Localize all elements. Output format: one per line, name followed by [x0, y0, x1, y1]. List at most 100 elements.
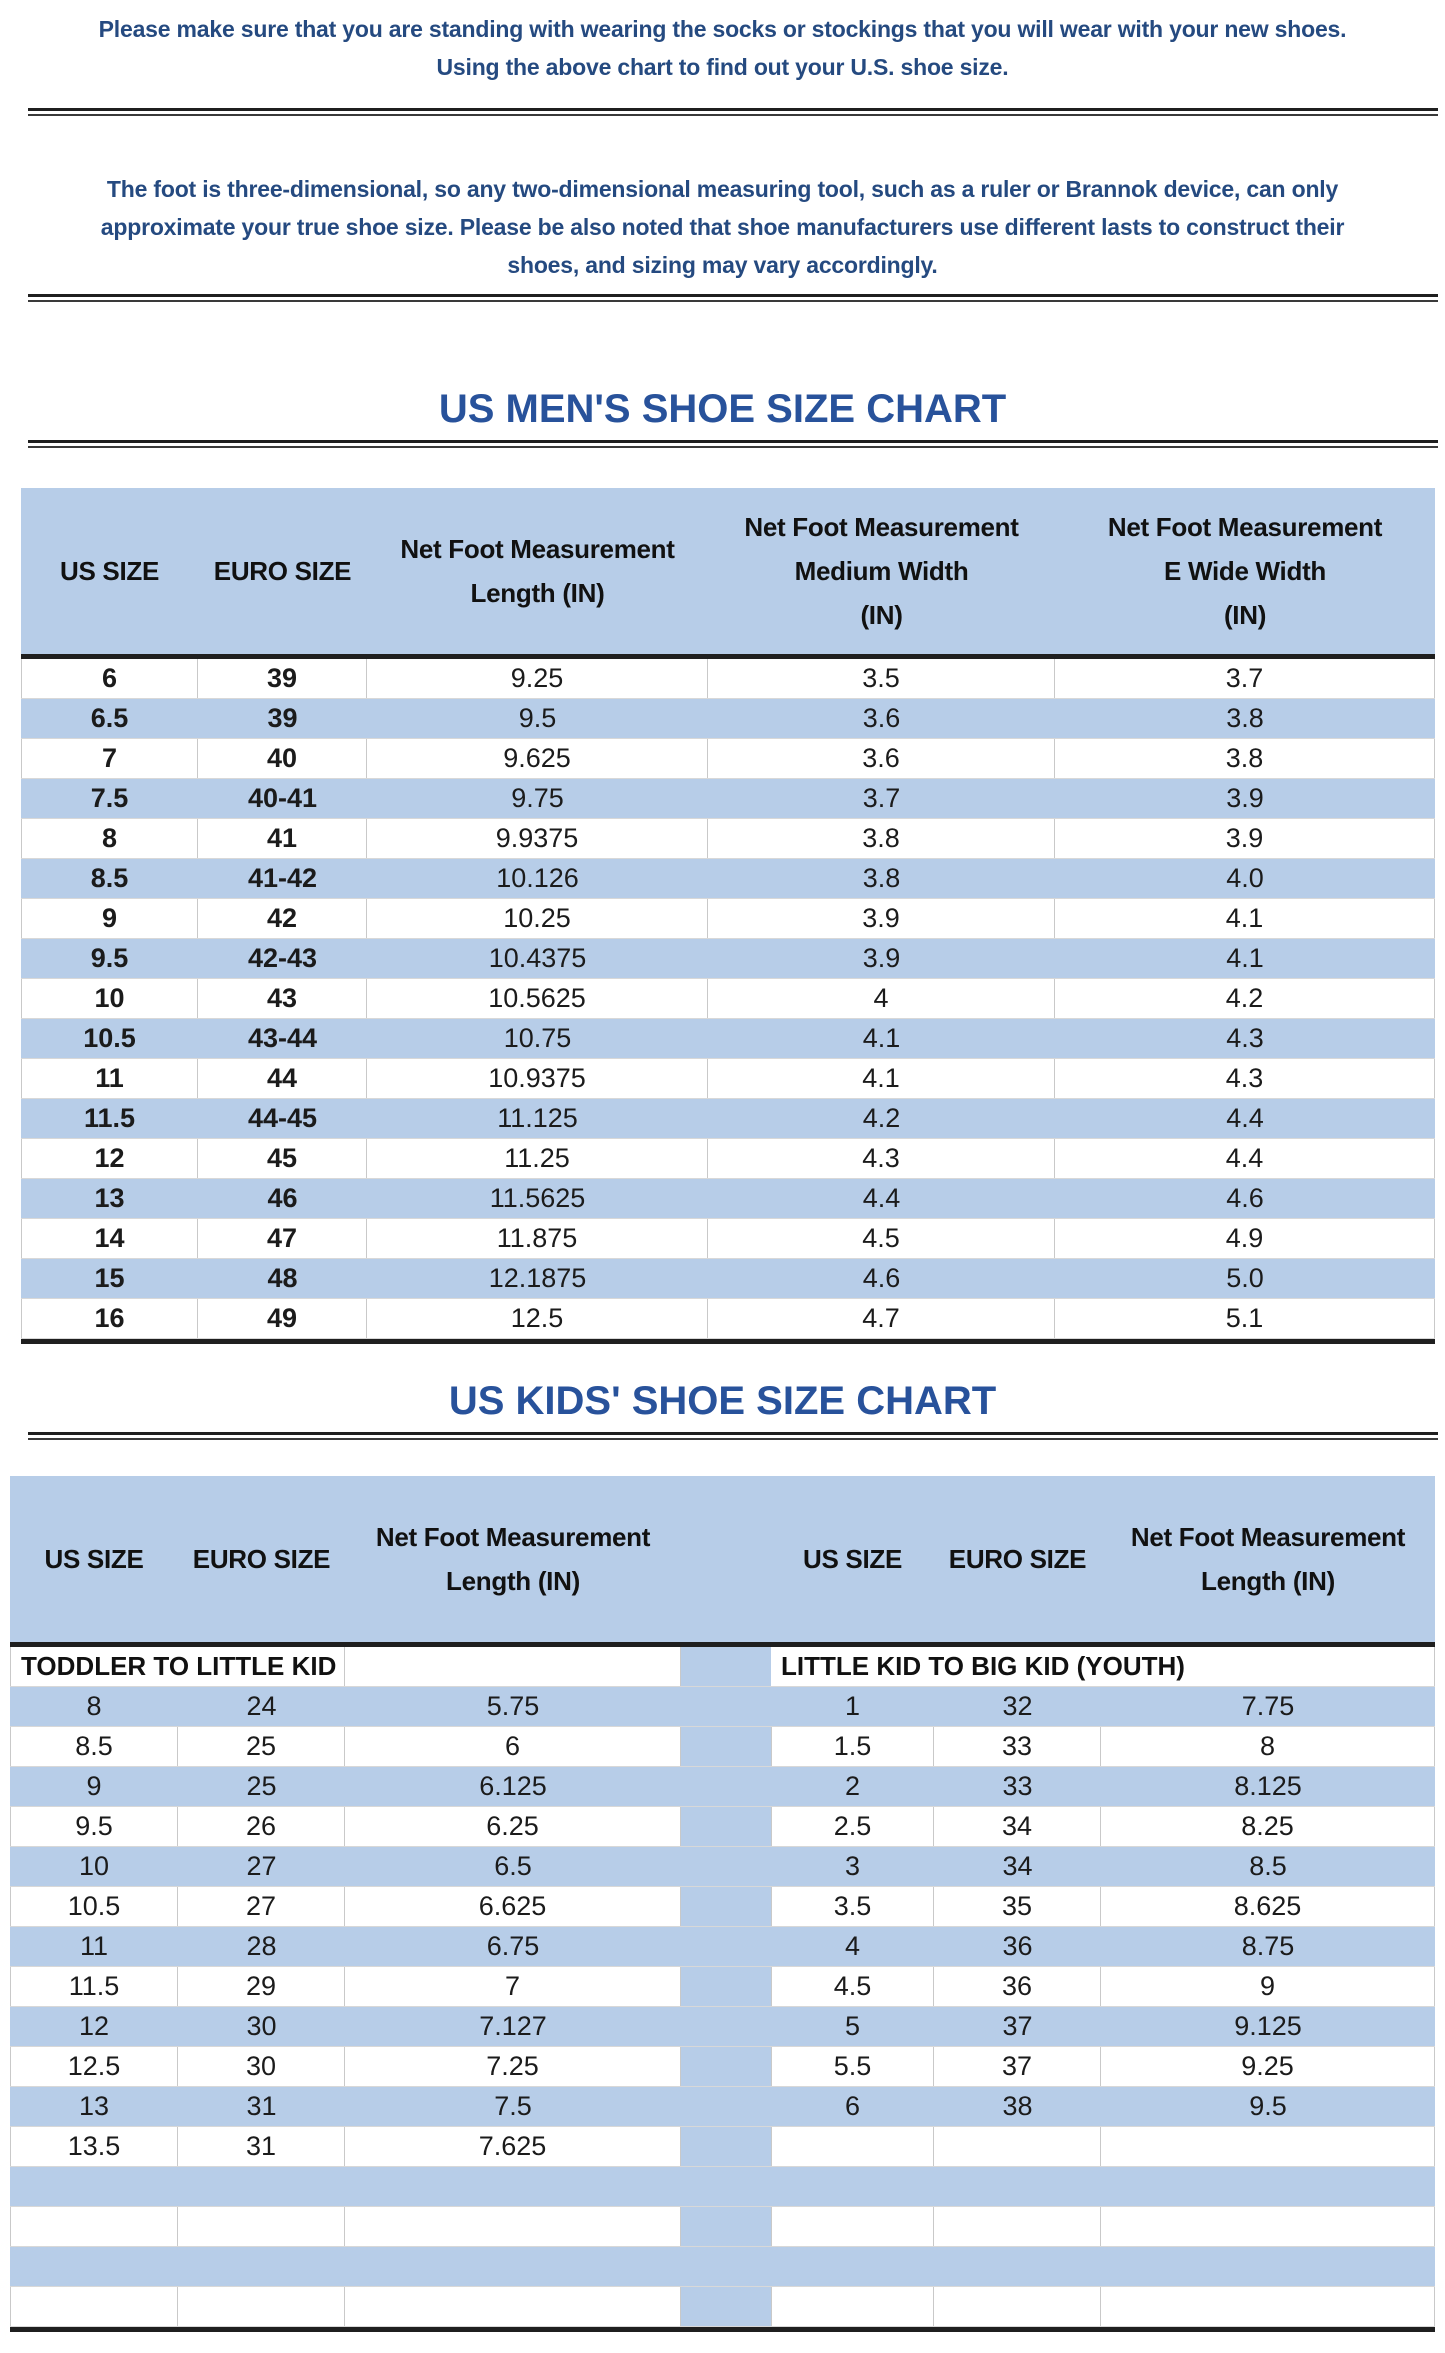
- cell: 10.25: [367, 899, 708, 938]
- cell: 3.9: [1055, 819, 1435, 858]
- cell: 8: [21, 819, 198, 858]
- header-cell: US SIZE: [771, 1476, 934, 1642]
- cell: 9: [1101, 1967, 1435, 2006]
- mens-table-header-row: US SIZE EURO SIZE Net Foot Measurement Leng…: [21, 488, 1435, 654]
- table-row: 6 39 9.25 3.5 3.7: [21, 659, 1435, 699]
- cell: [771, 2127, 934, 2166]
- table-row: 13 46 11.5625 4.4 4.6: [21, 1179, 1435, 1219]
- cell: 10: [10, 1847, 178, 1886]
- cell: 12.5: [367, 1299, 708, 1338]
- cell: 41-42: [247, 863, 318, 893]
- table-row: 11.5 29 7 4.5 36 9: [10, 1967, 1435, 2007]
- cell: 9.125: [1101, 2007, 1435, 2046]
- table-row: 13 31 7.5 6 38 9.5: [10, 2087, 1435, 2127]
- cell: [934, 2247, 1101, 2286]
- cell: 6.25: [345, 1807, 681, 1846]
- header-cell: EURO SIZE: [934, 1476, 1101, 1642]
- header-cell-line: Net Foot Measurement: [400, 534, 675, 564]
- cell: 4.2: [862, 1103, 901, 1133]
- cell: 14: [21, 1219, 198, 1258]
- cell: 3.8: [862, 863, 901, 893]
- cell: [10, 2207, 178, 2246]
- cell: 9: [10, 1767, 178, 1806]
- intro-line: Please make sure that you are standing w…: [98, 16, 1347, 42]
- table-gutter: [681, 2047, 771, 2086]
- cell: [345, 2247, 681, 2286]
- cell: 3.5: [771, 1887, 934, 1926]
- cell: [934, 2207, 1101, 2246]
- table-row: 8.5 41-42 10.126 3.8 4.0: [21, 859, 1435, 899]
- cell: 11: [21, 1059, 198, 1098]
- cell: 36: [934, 1927, 1101, 1966]
- header-cell-line: EURO SIZE: [213, 556, 352, 586]
- cell: 42: [198, 899, 367, 938]
- cell: 4.9: [1055, 1219, 1435, 1258]
- cell: 12: [10, 2007, 178, 2046]
- cell: 11.875: [367, 1219, 708, 1258]
- cell: 4.3: [1055, 1059, 1435, 1098]
- intro-line: Using the above chart to find out your U…: [436, 54, 1009, 80]
- cell: [771, 2287, 934, 2326]
- cell: 6.625: [345, 1887, 681, 1926]
- cell: 47: [198, 1219, 367, 1258]
- table-row: 15 48 12.1875 4.6 5.0: [21, 1259, 1435, 1299]
- cell: 10.5: [83, 1023, 136, 1053]
- header-cell-line: Length (IN): [1201, 1566, 1335, 1596]
- cell: 16: [21, 1299, 198, 1338]
- horizontal-rule: [28, 294, 1438, 302]
- cell: 7.625: [345, 2127, 681, 2166]
- table-row: 10 27 6.5 3 34 8.5: [10, 1847, 1435, 1887]
- cell: 10.5625: [367, 979, 708, 1018]
- cell: 45: [198, 1139, 367, 1178]
- cell: 34: [934, 1807, 1101, 1846]
- toddler-section-label: TODDLER TO LITTLE KID: [10, 1647, 345, 1686]
- cell: 3.8: [1055, 739, 1435, 778]
- cell: 12.5: [10, 2047, 178, 2086]
- cell: 9.5: [1101, 2087, 1435, 2126]
- cell: 5.5: [771, 2047, 934, 2086]
- cell: 3.5: [708, 659, 1055, 698]
- cell: 39: [198, 659, 367, 698]
- table-gutter: [681, 2007, 771, 2046]
- cell: 13: [10, 2087, 178, 2126]
- cell: 10.5: [10, 1887, 178, 1926]
- header-cell-line: Net Foot Measurement: [375, 1522, 651, 1552]
- table-row: 11 44 10.9375 4.1 4.3: [21, 1059, 1435, 1099]
- cell: [178, 2247, 345, 2286]
- cell: 4: [771, 1927, 934, 1966]
- cell: 8.25: [1101, 1807, 1435, 1846]
- cell: 7.5: [345, 2087, 681, 2126]
- cell: 3.9: [708, 899, 1055, 938]
- cell: 41: [198, 819, 367, 858]
- cell: 44-45: [247, 1103, 318, 1133]
- cell: 6: [21, 659, 198, 698]
- cell: 4.1: [708, 1059, 1055, 1098]
- table-row: 9.5 42-43 10.4375 3.9 4.1: [21, 939, 1435, 979]
- table-row: 13.5 31 7.625: [10, 2127, 1435, 2167]
- cell: 48: [267, 1263, 298, 1293]
- cell: [10, 2287, 178, 2326]
- header-cell-line: (IN): [860, 600, 903, 630]
- cell: 9.25: [367, 659, 708, 698]
- cell: 4: [708, 979, 1055, 1018]
- cell: 4.4: [1055, 1139, 1435, 1178]
- table-row: 11.5 44-45 11.125 4.2 4.4: [21, 1099, 1435, 1139]
- table-gutter: [681, 1647, 771, 1686]
- cell: 13: [94, 1183, 125, 1213]
- cell: [1101, 2167, 1435, 2206]
- header-cell-line: EURO SIZE: [948, 1544, 1087, 1574]
- cell: 11.5: [10, 1967, 178, 2006]
- header-cell: Net Foot Measurement Length (IN): [345, 1476, 681, 1642]
- cell: 26: [178, 1807, 345, 1846]
- intro-line: The foot is three-dimensional, so any tw…: [106, 176, 1339, 202]
- kids-table-bottom-border: [10, 2327, 1435, 2332]
- mens-chart-title: US MEN'S SHOE SIZE CHART: [438, 387, 1007, 431]
- cell: 4.3: [708, 1139, 1055, 1178]
- table-gutter: [681, 2127, 771, 2166]
- table-gutter: [681, 2207, 771, 2246]
- intro-line: approximate your true shoe size. Please …: [100, 214, 1345, 240]
- cell: 3.8: [1226, 703, 1264, 733]
- intro-line: shoes, and sizing may vary accordingly.: [507, 252, 938, 278]
- cell: 9.5: [90, 943, 129, 973]
- header-cell-line: Length (IN): [446, 1566, 580, 1596]
